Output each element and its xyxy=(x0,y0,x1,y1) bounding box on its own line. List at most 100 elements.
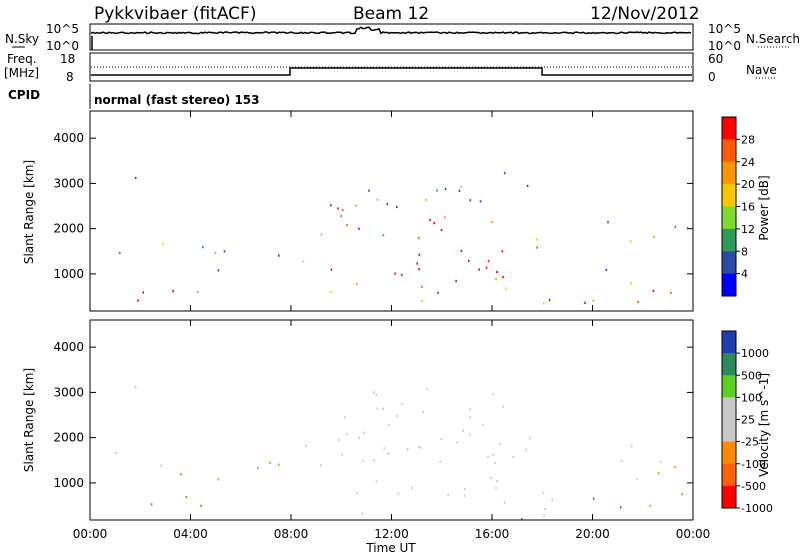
colorbar-tick-label: 24 xyxy=(741,156,755,169)
colorbar-tick-label: 25 xyxy=(741,414,755,427)
colorbar-segment xyxy=(722,206,736,230)
scatter-cell xyxy=(197,290,199,294)
colorbar-segment xyxy=(722,273,736,297)
y-tick-label: 4000 xyxy=(53,340,84,354)
scatter-cell xyxy=(329,291,332,294)
scatter-cell xyxy=(491,221,493,224)
scatter-cell xyxy=(362,431,365,434)
x-axis: 00:00 04:00 08:00 12:00 16:00 20:00 00:00 xyxy=(73,111,710,541)
freq-panel-frame xyxy=(89,52,694,82)
scatter-cell xyxy=(503,501,506,504)
scatter-cell xyxy=(657,472,660,475)
scatter-cell xyxy=(529,437,531,440)
colorbar-tick-label: 12 xyxy=(741,223,755,236)
colorbar-segment xyxy=(722,441,736,465)
scatter-cell xyxy=(340,215,342,218)
scatter-cell xyxy=(358,436,360,439)
scatter-cell xyxy=(494,462,496,465)
scatter-cell xyxy=(543,514,545,517)
scatter-cell xyxy=(425,198,427,201)
scatter-cell xyxy=(338,438,340,442)
scatter-cell xyxy=(400,273,403,276)
scatter-cell xyxy=(320,233,323,236)
colorbar-segment xyxy=(722,117,736,140)
scatter-cell xyxy=(421,285,423,288)
scatter-cell xyxy=(460,185,463,188)
scatter-cell xyxy=(162,243,164,246)
mhz-label: [MHz] xyxy=(4,66,39,80)
colorbar-segment xyxy=(722,375,736,398)
colorbar-tick-label: -1000 xyxy=(741,502,773,515)
scatter-cell xyxy=(411,486,413,490)
scatter-cell xyxy=(382,234,385,237)
scatter-cell xyxy=(542,491,545,495)
velocity-panel-frame xyxy=(89,319,694,521)
scatter-cell xyxy=(337,207,339,210)
scatter-cell xyxy=(217,269,220,272)
scatter-cell xyxy=(119,252,121,255)
scatter-cell xyxy=(469,416,471,419)
scatter-cell xyxy=(649,504,652,507)
scatter-cell xyxy=(397,492,400,495)
scatter-cell xyxy=(346,224,348,227)
scatter-cell xyxy=(620,506,622,509)
sky-left-tick-0: 10^5 xyxy=(46,22,79,36)
scatter-cell xyxy=(536,246,538,249)
scatter-cell xyxy=(485,266,488,269)
scatter-cell xyxy=(439,460,441,463)
scatter-cell xyxy=(674,466,676,469)
y-tick-label: 1000 xyxy=(53,267,84,281)
scatter-cell xyxy=(469,408,472,411)
nsky-line xyxy=(90,26,692,35)
scatter-cell xyxy=(429,218,431,221)
plot-title: Pykkvibaer (fitACF) xyxy=(94,4,256,24)
scatter-cell xyxy=(467,259,470,262)
scatter-cell xyxy=(416,262,418,265)
scatter-cell xyxy=(495,487,497,490)
scatter-cell xyxy=(394,272,396,275)
scatter-cell xyxy=(401,403,403,406)
x-tick-label: 04:00 xyxy=(173,527,208,541)
scatter-cell xyxy=(551,498,553,501)
scatter-cell xyxy=(421,300,423,303)
scatter-cell xyxy=(382,407,384,410)
nsearch-label: N.Search xyxy=(746,32,800,46)
scatter-cell xyxy=(496,270,498,273)
scatter-cell xyxy=(302,260,305,263)
scatter-cell xyxy=(443,216,446,219)
scatter-cell xyxy=(436,189,438,192)
scatter-cell xyxy=(373,391,375,394)
scatter-cell xyxy=(383,447,386,450)
scatter-cell xyxy=(592,497,595,500)
scatter-cell xyxy=(535,238,538,241)
scatter-cell xyxy=(172,289,174,293)
scatter-cell xyxy=(652,289,655,292)
power-panel-frame xyxy=(89,110,694,312)
scatter-cell xyxy=(492,393,495,396)
scatter-cell xyxy=(629,240,632,243)
nsky-trace xyxy=(90,26,692,50)
scatter-cell xyxy=(330,268,333,271)
scatter-cell xyxy=(217,478,220,481)
scatter-cell xyxy=(422,410,424,414)
freq-right-tick-0: 60 xyxy=(708,52,723,66)
freq-left-tick-0: 18 xyxy=(60,52,75,66)
scatter-cell xyxy=(659,460,662,464)
scatter-cell xyxy=(468,433,471,436)
scatter-cell xyxy=(501,250,504,253)
x-axis-label: Time UT xyxy=(365,541,416,554)
scatter-cell xyxy=(115,451,117,454)
scatter-cell xyxy=(257,467,259,470)
y-tick-label: 2000 xyxy=(53,431,84,445)
power-ylabel: Slant Range [km] xyxy=(22,160,36,264)
scatter-cell xyxy=(437,291,439,294)
velocity-colorbar-label: Velocity [m s^-1] xyxy=(757,373,771,477)
scatter-cell xyxy=(134,176,137,179)
scatter-cell xyxy=(368,189,370,192)
scatter-cell xyxy=(376,198,379,201)
colorbar-tick-label: 20 xyxy=(741,178,755,191)
y-tick-label: 4000 xyxy=(53,131,84,145)
scatter-cell xyxy=(607,221,609,224)
scatter-cell xyxy=(387,452,390,455)
